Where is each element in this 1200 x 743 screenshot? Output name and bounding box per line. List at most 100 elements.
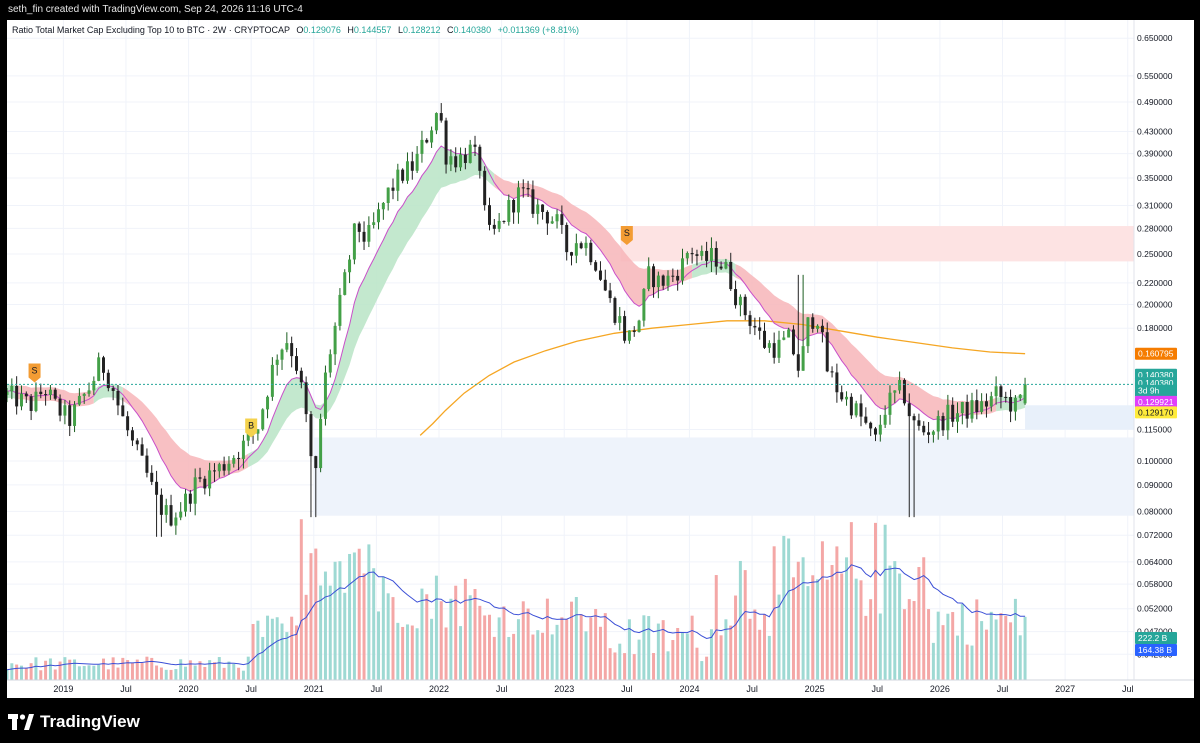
volume-bar — [348, 553, 352, 680]
candle-body — [159, 494, 163, 515]
volume-bar — [777, 594, 781, 680]
volume-bar — [130, 662, 134, 680]
price-tag-text: 0.129170 — [1138, 407, 1174, 417]
volume-bar — [970, 645, 974, 680]
candle-body — [19, 393, 23, 407]
time-axis-label: 2025 — [805, 684, 825, 694]
candle-body — [468, 144, 472, 163]
price-axis-label: 0.047000 — [1137, 627, 1173, 637]
volume-bar — [656, 623, 660, 680]
candle-body — [743, 296, 747, 316]
candle-body — [695, 254, 699, 256]
volume-bar — [820, 541, 824, 680]
tradingview-logo[interactable]: TradingView — [8, 712, 140, 732]
candle-body — [497, 220, 501, 229]
volume-bar — [685, 633, 689, 680]
candle-body — [227, 463, 231, 471]
candle-body — [652, 266, 656, 288]
candle-body — [956, 413, 960, 422]
volume-bar — [507, 636, 511, 680]
time-axis-label: 2023 — [554, 684, 574, 694]
volume-bar — [753, 609, 757, 680]
time-axis-label: Jul — [746, 684, 758, 694]
price-tag-text: 0.129921 — [1138, 397, 1174, 407]
volume-bar — [290, 616, 294, 680]
candle-body — [782, 337, 786, 340]
volume-bar — [87, 665, 91, 680]
candle-body — [193, 477, 197, 504]
candle-body — [333, 325, 337, 355]
volume-bar — [724, 619, 728, 680]
volume-bar — [791, 577, 795, 680]
price-axis-label: 0.180000 — [1137, 323, 1173, 333]
signal-marker-label: S — [624, 228, 630, 238]
candle-body — [840, 392, 844, 400]
candle-body — [106, 372, 110, 389]
volume-bar — [430, 618, 434, 680]
signal-marker-b — [245, 418, 258, 438]
candle-body — [203, 478, 207, 489]
volume-bar — [849, 522, 853, 680]
candle-body — [483, 170, 487, 206]
candle-body — [10, 385, 14, 392]
volume-bar — [594, 609, 598, 680]
volume-bar — [372, 568, 376, 680]
volume-bar — [1018, 635, 1022, 680]
candle-body — [478, 146, 482, 171]
volume-bar — [338, 561, 342, 680]
volume-bar — [97, 664, 101, 680]
volume-bar — [748, 618, 752, 680]
high-label: H — [347, 25, 354, 35]
candle-body — [348, 259, 352, 273]
volume-bar — [714, 575, 718, 680]
low-label: L — [397, 25, 403, 35]
volume-bar — [956, 635, 960, 680]
time-axis-label: 2019 — [53, 684, 73, 694]
volume-bar — [343, 592, 347, 680]
candle-body — [898, 380, 902, 391]
candle-body — [1004, 396, 1008, 398]
chart-panel[interactable]: S B S 2019 Jul 2020 Jul 2021 Jul 2022 Jul 2023 Jul 20… — [7, 20, 1194, 698]
volume-bar — [275, 617, 279, 680]
candle-body — [434, 113, 438, 131]
price-axis-label: 0.072000 — [1137, 530, 1173, 540]
price-chart[interactable]: S B S 2019 Jul 2020 Jul 2021 Jul 2022 Jul 2023 Jul 20… — [7, 20, 1194, 698]
candle-body — [883, 414, 887, 425]
candle-body — [676, 275, 680, 281]
candle-body — [512, 199, 516, 213]
candle-body — [671, 275, 675, 277]
volume-bar — [989, 611, 993, 680]
candle-body — [82, 393, 86, 396]
volume-bar — [304, 594, 308, 680]
candle-body — [463, 154, 467, 163]
volume-bar — [352, 552, 356, 680]
volume-bar — [439, 601, 443, 680]
volume-bar — [34, 657, 38, 680]
candle-body — [787, 329, 791, 338]
candle-body — [734, 289, 738, 306]
candle-body — [58, 398, 62, 416]
volume-bar — [58, 661, 62, 680]
candle-body — [767, 343, 771, 348]
volume-bar — [965, 644, 969, 680]
volume-bar — [48, 658, 52, 680]
candle-body — [791, 329, 795, 355]
time-axis-label: 2026 — [930, 684, 950, 694]
volume-bar — [661, 620, 665, 680]
volume-bar — [44, 660, 48, 680]
volume-bar — [516, 619, 520, 680]
price-axis-label: 0.100000 — [1137, 456, 1173, 466]
price-axis-label: 0.200000 — [1137, 299, 1173, 309]
candle-body — [241, 440, 245, 459]
volume-bar — [454, 585, 458, 680]
candle-body — [835, 372, 839, 393]
volume-bar — [1004, 615, 1008, 680]
candle-body — [328, 354, 332, 373]
candle-body — [516, 187, 520, 213]
candle-body — [352, 223, 356, 260]
volume-bar — [579, 614, 583, 680]
volume-bar — [565, 619, 569, 680]
candle-body — [396, 169, 400, 191]
candle-body — [656, 275, 660, 288]
volume-bar — [53, 669, 57, 680]
